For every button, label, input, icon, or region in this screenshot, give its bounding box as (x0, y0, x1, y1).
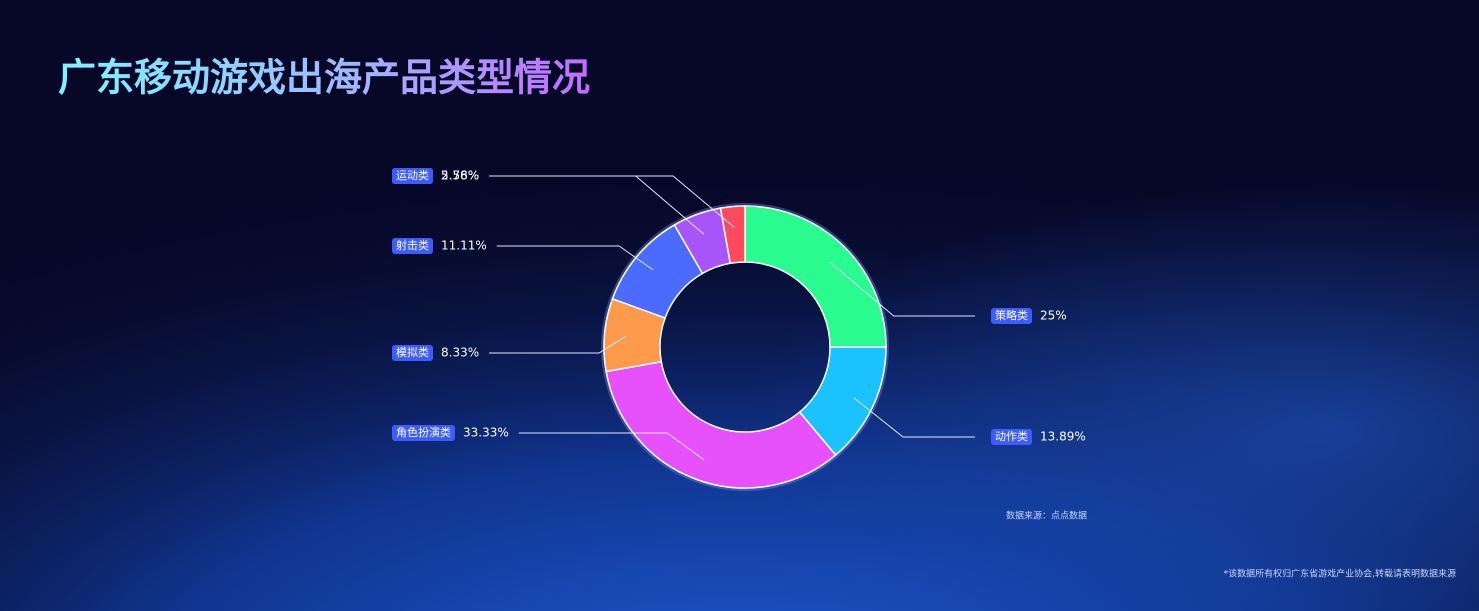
category-label: 动作类 (995, 429, 1028, 443)
value-label: 13.89% (1040, 430, 1086, 444)
leader-line (489, 336, 626, 354)
value-label: 25% (1040, 309, 1067, 323)
value-label: 5.56% (441, 169, 479, 183)
category-label: 射击类 (396, 238, 429, 252)
category-badge (991, 308, 1032, 324)
category-badge (392, 425, 455, 441)
category-badge (392, 168, 433, 184)
leader-line (518, 432, 705, 461)
chart-title: 广东移动游戏出海产品类型情况 (58, 56, 590, 100)
category-label: 策略类 (995, 308, 1028, 322)
category-badge (392, 345, 433, 361)
leader-line (853, 397, 975, 438)
donut-segment (605, 360, 837, 489)
leader-line (496, 245, 654, 271)
value-label: 2.78% (441, 169, 479, 183)
source-note: 数据来源：点点数据 (1006, 510, 1087, 522)
category-badge (392, 238, 433, 254)
category-label: 运动类 (396, 168, 429, 182)
donut-segment (744, 205, 887, 348)
leader-line (489, 175, 735, 228)
category-badge (991, 429, 1032, 445)
value-label: 11.11% (441, 239, 487, 253)
category-label: 模拟类 (396, 345, 429, 359)
footnote: *该数据所有权归广东省游戏产业协会,转载请表明数据来源 (1224, 568, 1456, 580)
value-label: 8.33% (441, 346, 479, 360)
value-label: 33.33% (463, 426, 509, 440)
leader-line (829, 261, 975, 317)
category-label: 角色扮演类 (396, 425, 451, 439)
